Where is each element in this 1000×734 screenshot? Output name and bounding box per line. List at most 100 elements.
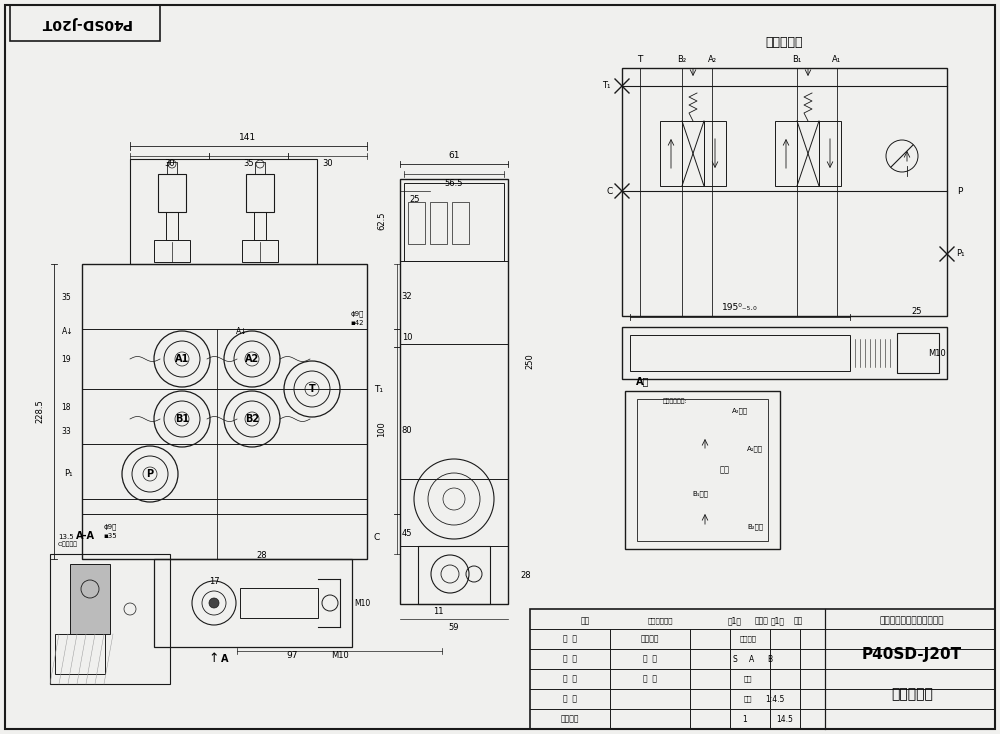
Bar [242,240,278,262]
Text: 第1数: 第1数 [771,617,785,625]
Bar [82,264,367,559]
Text: A↓: A↓ [62,327,74,335]
Text: A₂: A₂ [708,56,716,65]
Text: B1: B1 [175,414,189,424]
Text: 97: 97 [286,650,298,660]
Circle shape [209,598,219,608]
Bar [704,121,726,186]
Text: 二联多路阀: 二联多路阀 [891,687,933,701]
Text: C: C [607,186,613,195]
Bar [254,212,266,240]
Text: 25: 25 [912,308,922,316]
Bar [625,391,780,549]
Text: 33: 33 [61,427,71,437]
Text: 批准: 批准 [793,617,803,625]
Bar [622,327,947,379]
Text: 青州信华液压科技有限公司: 青州信华液压科技有限公司 [880,617,944,625]
Text: A↓: A↓ [236,327,248,335]
Text: 25: 25 [410,195,420,203]
Text: 59: 59 [449,622,459,631]
Text: P40SD-J20T: P40SD-J20T [39,16,131,30]
Text: 35: 35 [61,293,71,302]
Text: 数量: 数量 [744,676,752,683]
Text: T₁: T₁ [374,385,384,393]
Bar [819,121,841,186]
Text: 共1数: 共1数 [728,617,742,625]
Text: A: A [749,655,755,664]
Text: 11: 11 [433,606,443,616]
Text: 14.5: 14.5 [777,714,793,724]
Text: P₁: P₁ [64,470,72,479]
Text: ▪42: ▪42 [350,320,364,326]
Text: 28: 28 [257,550,267,559]
Text: P40SD-J20T: P40SD-J20T [862,647,962,661]
Bar [682,121,704,186]
Text: A1: A1 [175,354,189,364]
Text: 1:4.5: 1:4.5 [765,694,785,703]
Text: T: T [309,384,315,394]
Bar [897,333,939,373]
Text: B₂出油: B₂出油 [747,523,763,530]
Text: 30: 30 [322,159,333,167]
Text: A₁: A₁ [832,56,842,65]
Text: 80: 80 [402,426,412,435]
Text: 56.5: 56.5 [445,178,463,187]
Text: P: P [146,469,154,479]
Text: B2: B2 [245,414,259,424]
Text: 比例: 比例 [744,696,752,702]
Bar [775,121,797,186]
Bar [55,634,105,674]
Text: B₁: B₁ [792,56,802,65]
Bar [408,202,425,244]
Text: 19: 19 [61,355,71,363]
Bar [404,183,504,261]
Text: M10: M10 [354,598,370,608]
Text: O型密封圈: O型密封圈 [58,541,78,547]
Bar [158,174,186,212]
Text: M10: M10 [331,650,349,660]
Text: 审  对: 审 对 [563,694,577,703]
Text: 标记: 标记 [580,617,590,625]
Text: 工艺检查: 工艺检查 [641,634,659,644]
Text: 28: 28 [521,570,531,580]
Bar [637,399,768,541]
Text: A₁出油: A₁出油 [747,446,763,452]
Bar [130,159,317,264]
Bar [50,554,170,684]
Text: 1: 1 [743,714,747,724]
Text: P: P [957,186,963,195]
Bar [240,588,318,618]
Text: 材料标记: 材料标记 [740,636,757,642]
Text: 195⁰₋₅.₀: 195⁰₋₅.₀ [722,303,758,313]
Text: C: C [374,532,380,542]
Text: 设  计: 设 计 [563,634,577,644]
Text: T₁: T₁ [602,81,610,90]
Text: 更改内容摘要: 更改内容摘要 [647,618,673,625]
Text: 17: 17 [209,576,219,586]
Bar [166,212,178,240]
Text: 250: 250 [526,354,534,369]
Text: ↑: ↑ [209,653,219,666]
Text: 批  准: 批 准 [643,655,657,664]
Bar [154,559,352,647]
Text: A向: A向 [636,376,650,386]
Bar [630,335,850,371]
Bar [167,162,177,174]
Bar [660,121,682,186]
Text: 批  核: 批 核 [643,675,657,683]
Text: P₁: P₁ [956,250,964,258]
Text: 13.5: 13.5 [58,534,74,540]
Bar [246,174,274,212]
Text: S: S [733,655,737,664]
Text: 62.5: 62.5 [378,211,386,230]
Text: 制  图: 制 图 [563,655,577,664]
Text: B₂: B₂ [677,56,687,65]
Text: 10: 10 [402,333,412,343]
Bar [10,5,160,41]
Text: 35: 35 [243,159,254,167]
Bar [430,202,447,244]
Text: A: A [221,654,229,664]
Text: 柱二控制方式:: 柱二控制方式: [663,399,687,404]
Bar [797,121,819,186]
Bar [400,179,508,604]
